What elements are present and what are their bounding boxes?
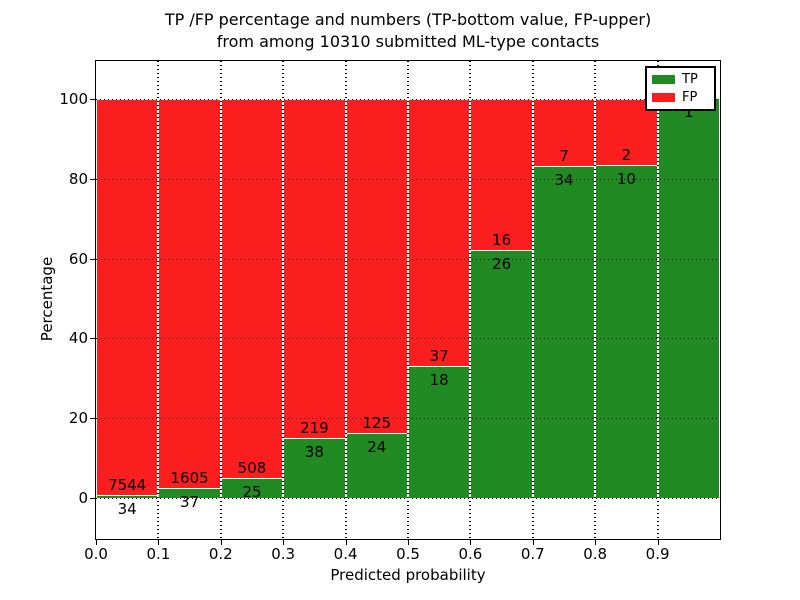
grid-line-v <box>469 61 472 539</box>
x-tick <box>595 540 597 545</box>
bar-tp-count-label: 34 <box>117 500 137 519</box>
legend-swatch-fp <box>652 93 675 103</box>
grid-line-v <box>531 61 534 539</box>
bar-tp-segment <box>657 99 720 498</box>
x-tick-label: 0.7 <box>520 545 545 563</box>
chart-title-line1: TP /FP percentage and numbers (TP-bottom… <box>164 10 652 29</box>
bar-fp-segment <box>532 99 596 168</box>
x-tick <box>470 540 472 545</box>
grid-line-v <box>407 61 409 539</box>
bar-tp-segment <box>532 167 596 498</box>
y-tick <box>90 418 95 420</box>
legend-swatch-tp <box>652 74 675 84</box>
y-tick <box>90 99 95 100</box>
y-tick <box>90 258 95 260</box>
bar-fp-count-label: 7544 <box>108 476 147 495</box>
x-tick-label: 0.4 <box>333 545 358 563</box>
x-tick-label: 0.1 <box>146 545 171 563</box>
bar-fp-segment <box>408 99 471 368</box>
grid-line-v <box>157 61 160 539</box>
x-tick <box>96 540 97 545</box>
bar-fp-count-label: 37 <box>429 347 449 366</box>
plot-area: 7544 34 1605 37 508 25 219 38 125 24 37 18 16 26 7 34 2 1… <box>95 60 721 540</box>
x-tick-label: 0.6 <box>458 545 483 563</box>
y-tick-label: 80 <box>68 169 88 188</box>
x-tick <box>283 540 285 545</box>
bar-tp-count-label: 38 <box>304 443 324 461</box>
bar-tp-count-label: 26 <box>492 255 512 273</box>
bar-fp-segment <box>158 99 221 489</box>
bar-fp-count-label: 16 <box>492 231 512 249</box>
legend-row: FP <box>652 90 709 105</box>
bar-tp-count-label: 25 <box>242 483 262 502</box>
bar-fp-count-label: 1605 <box>170 469 209 487</box>
bar-tp-count-label: 37 <box>180 493 200 511</box>
bar-fp-count-label: 125 <box>362 413 392 432</box>
y-tick-label: 40 <box>68 329 88 348</box>
x-tick <box>657 540 659 545</box>
y-tick-label: 0 <box>78 489 88 507</box>
bar-fp-segment <box>96 99 159 497</box>
bar-tp-segment <box>408 367 471 498</box>
x-tick-label: 0.9 <box>645 545 670 563</box>
bar-fp-count-label: 508 <box>237 459 267 478</box>
x-tick-label: 0.3 <box>271 545 296 563</box>
bar-fp-count-label: 219 <box>300 419 329 437</box>
bar-tp-count-label: 10 <box>616 169 636 188</box>
y-tick-label: 20 <box>68 409 88 428</box>
x-tick <box>158 540 160 545</box>
x-tick-label: 0.8 <box>583 545 608 563</box>
bar-fp-segment <box>220 99 284 480</box>
x-tick <box>532 540 534 545</box>
bar-fp-segment <box>345 99 408 434</box>
bar-tp-segment <box>283 439 346 498</box>
y-tick-label: 100 <box>59 90 88 108</box>
bar-fp-count-label: 2 <box>621 145 632 164</box>
x-tick <box>220 540 222 545</box>
y-tick-label: 60 <box>68 249 88 268</box>
bar-tp-count-label: 24 <box>367 437 387 456</box>
bar-tp-count-label: 1 <box>684 103 694 121</box>
x-tick <box>408 540 409 545</box>
grid-line-v <box>656 61 659 539</box>
bar-fp-segment <box>283 99 346 439</box>
x-axis-label: Predicted probability <box>330 566 486 584</box>
grid-line-v <box>594 61 597 539</box>
chart-title-line2: from among 10310 submitted ML-type conta… <box>216 32 600 51</box>
bar-tp-count-label: 34 <box>554 171 574 190</box>
grid-line-v <box>344 61 347 539</box>
bar-fp-segment <box>470 99 533 251</box>
x-tick-label: 0.0 <box>84 545 108 563</box>
legend: TP FP <box>645 66 716 111</box>
x-tick <box>345 540 347 545</box>
bar-fp-count-label: 7 <box>559 147 569 166</box>
y-tick <box>90 178 95 180</box>
y-tick <box>90 498 95 499</box>
grid-line-v <box>219 61 222 539</box>
grid-line-v <box>282 61 285 539</box>
x-tick-label: 0.5 <box>396 545 420 563</box>
bar-tp-segment <box>470 251 533 498</box>
legend-label-fp: FP <box>682 90 698 106</box>
legend-label-tp: TP <box>682 71 698 87</box>
legend-row: TP <box>652 72 709 87</box>
bar-tp-segment <box>595 165 658 498</box>
y-tick <box>90 338 95 340</box>
bar-tp-count-label: 18 <box>429 371 449 390</box>
x-tick-label: 0.2 <box>208 545 233 563</box>
